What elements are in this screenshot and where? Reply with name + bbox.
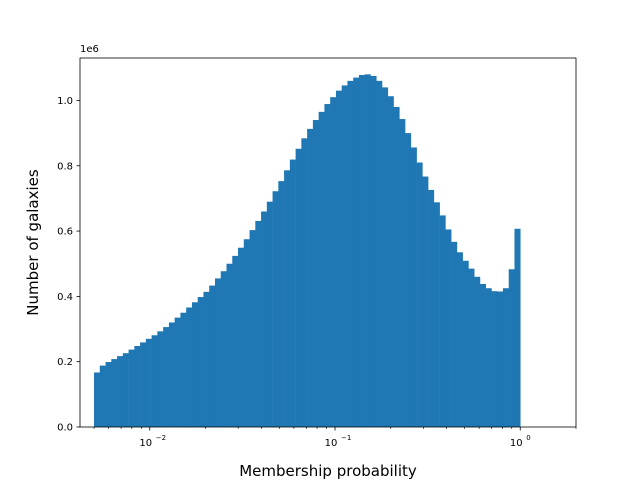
y-tick-label: 0.6 <box>57 227 73 238</box>
histogram-bar <box>497 291 504 427</box>
histogram-bar <box>94 372 101 427</box>
y-tick-label: 0.4 <box>57 292 73 303</box>
histogram-bar <box>249 230 256 427</box>
histogram-bar <box>353 77 360 427</box>
histogram-bar <box>393 106 400 427</box>
histogram-bar <box>439 215 446 427</box>
histogram-bar <box>358 74 366 427</box>
y-axis-ticks: 0.0 0.2 0.4 0.6 0.8 1.0 <box>57 96 80 434</box>
x-tick-label: 10 <box>510 438 523 449</box>
histogram-bar <box>508 269 515 427</box>
x-tick-exponent: −1 <box>341 434 351 442</box>
histogram-bar <box>197 297 204 427</box>
y-tick-label: 0.8 <box>57 161 73 172</box>
histogram-bar <box>99 365 106 427</box>
histogram-bar <box>370 75 377 428</box>
histogram-bar <box>399 119 406 427</box>
histogram-bar <box>376 80 383 428</box>
histogram-bar <box>474 276 481 427</box>
histogram-bar <box>387 96 394 428</box>
histogram-bar <box>209 285 216 427</box>
histogram-bar <box>157 331 164 427</box>
histogram-bars <box>94 74 521 428</box>
histogram-bar <box>451 241 458 427</box>
y-tick-label: 0.0 <box>57 423 73 434</box>
y-tick-label: 0.2 <box>57 357 73 368</box>
histogram-bar <box>318 111 325 427</box>
x-tick-label: 10 <box>325 438 338 449</box>
histogram-bar <box>284 170 291 427</box>
histogram-bar <box>168 322 175 427</box>
histogram-bar <box>261 211 268 427</box>
histogram-bar <box>364 74 371 427</box>
histogram-bar <box>341 85 348 428</box>
histogram-bar <box>382 87 389 427</box>
histogram-bar <box>405 133 412 428</box>
histogram-bar <box>428 189 435 427</box>
histogram-bar <box>145 338 152 427</box>
histogram-bar <box>220 271 227 427</box>
histogram-bar <box>330 97 337 427</box>
histogram-bar <box>422 176 429 427</box>
x-tick-exponent: 0 <box>526 434 530 442</box>
histogram-bar <box>272 191 279 427</box>
histogram-bar <box>462 260 469 427</box>
histogram-bar <box>479 283 486 427</box>
histogram-bar <box>203 291 210 427</box>
x-tick-exponent: −2 <box>156 434 166 442</box>
histogram-bar <box>238 247 245 427</box>
y-axis-label: Number of galaxies <box>24 169 42 316</box>
histogram-bar <box>289 159 296 427</box>
histogram-bar <box>324 104 331 427</box>
y-offset-label: 1e6 <box>80 44 99 55</box>
histogram-bar <box>134 346 141 427</box>
histogram-bar <box>163 327 170 427</box>
histogram-bar <box>502 288 510 427</box>
x-axis-label: Membership probability <box>239 462 417 480</box>
histogram-bar <box>266 201 273 427</box>
histogram-bar <box>491 291 498 427</box>
histogram-bar <box>111 359 118 427</box>
x-tick-label: 10 <box>139 438 152 449</box>
histogram-bar <box>410 147 417 427</box>
y-tick-label: 1.0 <box>57 96 73 107</box>
histogram-bar <box>151 335 158 427</box>
histogram-bar <box>117 356 124 427</box>
histogram-bar <box>128 349 135 427</box>
plot-frame <box>79 57 577 428</box>
histogram-bar <box>347 80 354 428</box>
histogram-bar <box>174 317 181 427</box>
histogram-bar <box>191 302 198 427</box>
histogram-bar <box>186 307 193 427</box>
histogram-bar <box>416 162 423 427</box>
histogram-bar <box>301 138 308 427</box>
histogram-bar <box>180 312 187 427</box>
histogram-bar <box>456 252 463 427</box>
histogram-bar <box>226 263 233 427</box>
histogram-bar <box>278 181 285 427</box>
histogram-bar <box>295 148 302 427</box>
histogram-bar <box>105 362 112 427</box>
histogram-bar <box>485 288 492 427</box>
histogram-bar <box>307 128 314 428</box>
histogram-bar <box>255 220 262 427</box>
histogram-bar <box>514 228 521 427</box>
histogram-bar <box>214 278 222 427</box>
x-axis-ticks: 10 −2 10 −1 10 0 <box>93 427 577 449</box>
histogram-bar <box>445 229 452 427</box>
histogram-bar <box>243 239 250 427</box>
histogram-bar <box>335 90 342 428</box>
histogram-bar <box>433 202 440 427</box>
histogram-bar <box>468 268 475 427</box>
histogram-bar <box>140 342 147 427</box>
histogram-bar <box>232 255 239 427</box>
histogram-bar <box>312 120 319 427</box>
histogram-bar <box>122 353 129 427</box>
